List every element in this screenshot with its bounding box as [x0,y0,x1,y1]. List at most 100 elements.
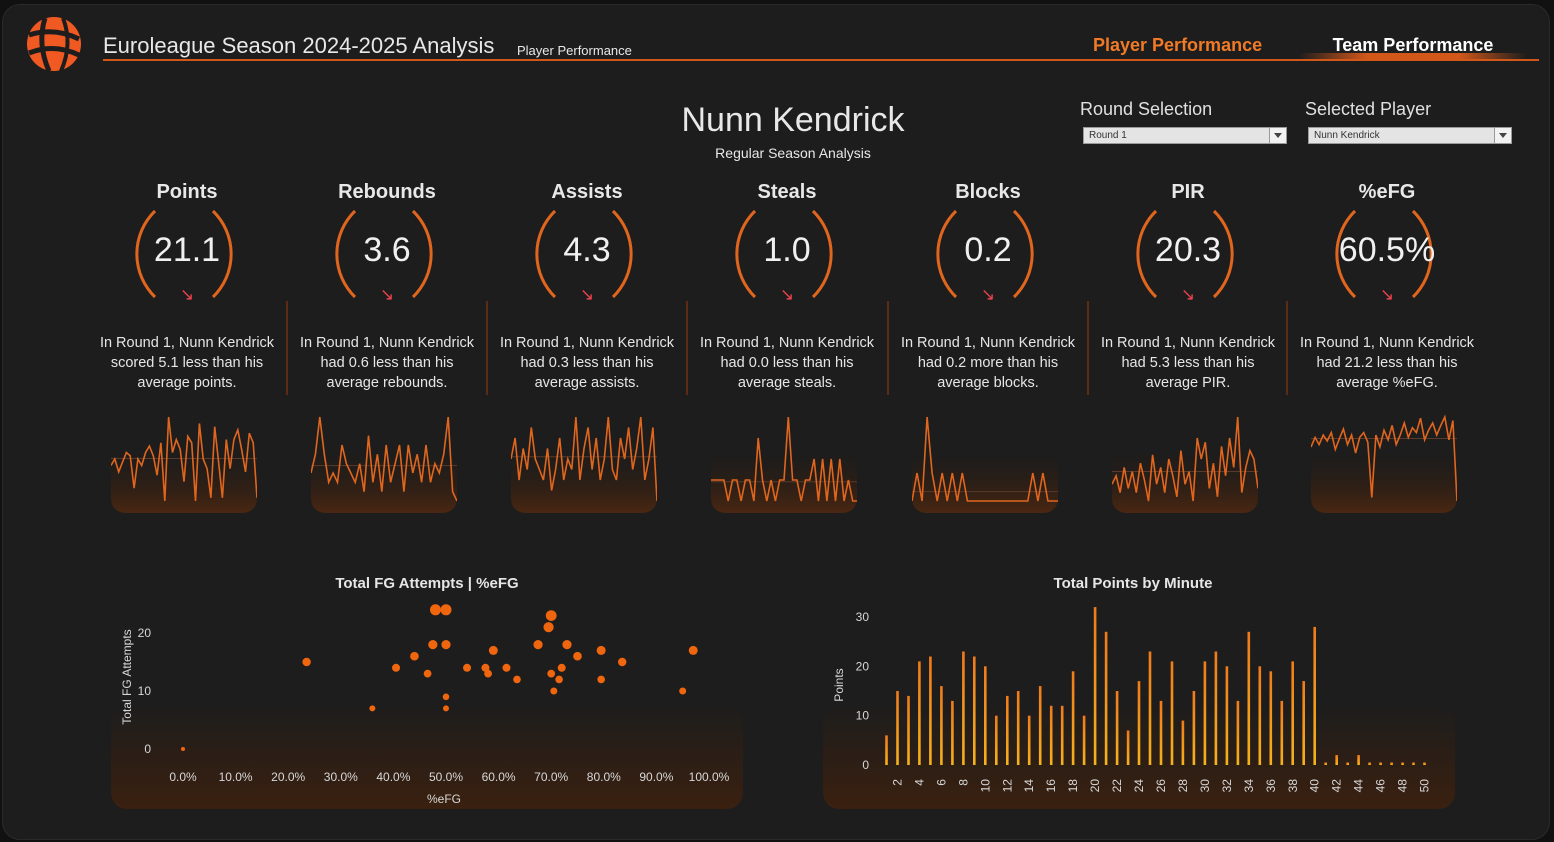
bar[interactable] [1302,681,1305,765]
scatter-point[interactable] [513,675,521,684]
kpi-value: 60.5% [1338,231,1436,269]
bar[interactable] [929,656,932,766]
y-tick-label: 10 [138,684,152,698]
bar[interactable] [885,735,888,765]
scatter-point[interactable] [688,645,698,655]
scatter-point[interactable] [555,675,563,684]
bar[interactable] [1214,651,1218,766]
bar[interactable] [918,661,921,765]
bar[interactable] [1225,666,1229,765]
bar-chart-title: Total Points by Minute [1053,575,1213,592]
x-tick-label: 0.0% [169,770,197,784]
scatter-point[interactable] [557,663,566,672]
scatter-point[interactable] [392,663,401,672]
bar[interactable] [1291,661,1294,765]
scatter-point[interactable] [442,693,450,701]
scatter-point[interactable] [443,705,449,712]
bar[interactable] [984,666,987,765]
scatter-point[interactable] [543,622,554,633]
scatter-point[interactable] [429,604,441,616]
bar[interactable] [1412,762,1415,766]
bar[interactable] [1247,631,1251,765]
sparkline [711,416,857,513]
bar[interactable] [1027,715,1031,765]
y-tick-label: 20 [856,659,870,673]
scatter-point[interactable] [533,640,543,650]
bar[interactable] [907,695,910,765]
scatter-point[interactable] [562,640,572,650]
bar[interactable] [1038,686,1042,765]
y-tick-label: 0 [862,758,869,772]
bar[interactable] [1159,700,1163,765]
bar[interactable] [1181,720,1185,765]
bar[interactable] [973,656,976,766]
scatter-point[interactable] [488,645,498,655]
bar[interactable] [1060,705,1064,765]
bar[interactable] [951,700,954,765]
bar[interactable] [1192,691,1196,765]
bar[interactable] [1313,626,1316,765]
bar[interactable] [1071,671,1075,765]
chevron-down-icon[interactable] [1269,128,1286,143]
bar[interactable] [1203,661,1207,765]
bar[interactable] [1126,730,1130,766]
x-tick-label: 48 [1396,779,1410,793]
bar[interactable] [1357,755,1360,765]
player-select[interactable]: Nunn Kendrick [1308,127,1512,144]
round-select[interactable]: Round 1 [1083,127,1287,144]
bar[interactable] [1148,651,1152,766]
bar[interactable] [940,686,943,765]
bar[interactable] [1016,691,1020,765]
scatter-point[interactable] [596,645,606,655]
bar[interactable] [1049,705,1053,765]
bar[interactable] [1335,755,1338,765]
bar[interactable] [1379,762,1382,766]
bar[interactable] [995,715,998,765]
bar[interactable] [1170,661,1174,765]
bar[interactable] [1236,700,1240,765]
bar[interactable] [1390,762,1393,766]
euroleague-ball-icon[interactable] [23,13,85,75]
bar[interactable] [1082,715,1086,765]
scatter-point[interactable] [181,747,185,751]
kpi-title: %eFG [1358,181,1416,203]
scatter-point[interactable] [440,604,452,616]
bar[interactable] [1115,691,1119,765]
scatter-point[interactable] [302,657,311,667]
scatter-point[interactable] [423,669,432,678]
bar[interactable] [896,691,899,765]
tab-player-performance[interactable]: Player Performance [1093,35,1263,55]
bar[interactable] [1093,607,1097,765]
scatter-point[interactable] [618,657,627,667]
scatter-point[interactable] [428,640,438,650]
bar[interactable] [1006,695,1009,765]
bar[interactable] [962,651,965,766]
chevron-down-icon[interactable] [1494,128,1511,143]
scatter-point[interactable] [597,675,605,684]
scatter-point[interactable] [463,663,472,672]
bar[interactable] [1269,671,1273,765]
scatter-point[interactable] [550,687,558,695]
scatter-point[interactable] [545,610,557,621]
bar[interactable] [1368,762,1371,766]
scatter-point[interactable] [573,651,582,661]
bar[interactable] [1104,631,1108,765]
tab-team-performance[interactable]: Team Performance [1332,35,1494,55]
scatter-point[interactable] [484,669,492,678]
scatter-point[interactable] [441,640,451,650]
bar[interactable] [1346,762,1349,766]
scatter-point[interactable] [547,669,556,678]
bar[interactable] [1401,762,1404,766]
round-selection-label: Round Selection [1080,99,1213,119]
bar[interactable] [1137,681,1141,765]
scatter-point[interactable] [679,687,687,695]
kpi-card-rebounds: Rebounds 3.6 ↘ In Round 1, Nunn Kendrick… [289,181,485,521]
scatter-point[interactable] [369,705,376,712]
scatter-point[interactable] [410,651,419,661]
bar[interactable] [1423,762,1426,766]
bar[interactable] [1258,666,1262,765]
scatter-point[interactable] [502,663,511,672]
bar[interactable] [1280,700,1284,765]
kpi-card-steals: Steals 1.0 ↘ In Round 1, Nunn Kendrick h… [689,181,885,521]
bar[interactable] [1324,762,1327,766]
